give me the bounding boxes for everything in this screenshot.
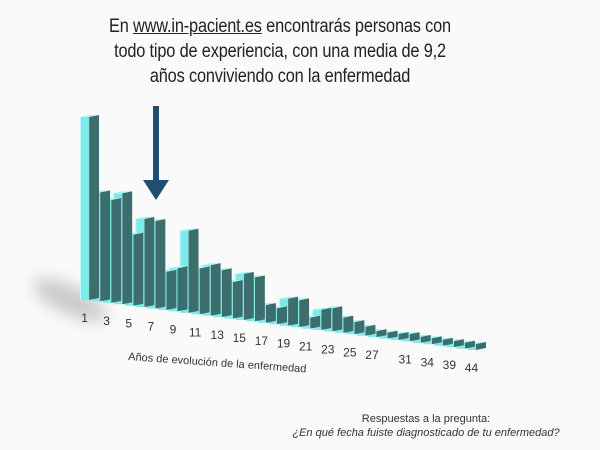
x-tick-label: 13: [211, 328, 225, 342]
bar-side: [221, 268, 232, 318]
footnote: Respuestas a la pregunta: ¿En qué fecha …: [266, 412, 586, 440]
x-tick-label: 31: [398, 352, 412, 366]
x-tick-label: 27: [365, 348, 379, 362]
x-tick-label: 34: [421, 355, 435, 369]
bar-side: [442, 337, 453, 346]
bar-top: [279, 296, 299, 299]
bar-side: [332, 306, 343, 332]
x-tick-label: 23: [321, 342, 335, 356]
bar-side: [111, 198, 122, 303]
x-tick-label: 1: [81, 311, 88, 325]
bar-side: [243, 271, 254, 320]
bar-side: [254, 275, 265, 322]
bar-side: [387, 330, 398, 339]
bar-side: [210, 263, 221, 316]
x-tick-label: 39: [443, 358, 457, 372]
bar-side: [155, 218, 166, 309]
bar-side: [453, 339, 464, 348]
bar-side: [409, 332, 420, 342]
headline-line-1: En www.in-pacient.es encontrarás persona…: [109, 16, 451, 37]
bar-side: [310, 315, 321, 329]
bar-top: [201, 263, 221, 266]
in-pacient-link[interactable]: www.in-pacient.es: [133, 16, 262, 37]
x-tick-labels: 1 3 5 7 9 11 13 15 17 19 21 23 25 27 31 34 39 44: [81, 311, 478, 375]
bar-side: [166, 269, 177, 310]
bar-front: [80, 117, 90, 300]
x-tick-label: 21: [299, 340, 313, 354]
bar-side: [321, 307, 332, 330]
x-tick-label: 11: [189, 325, 202, 339]
bar-side: [398, 332, 409, 340]
bar-side: [144, 216, 155, 308]
x-axis-title: Años de evolución de la enfermedad: [128, 351, 307, 375]
bar-side: [277, 306, 287, 325]
bar-side: [365, 324, 376, 336]
bar-top: [168, 266, 188, 269]
x-tick-label: 7: [148, 320, 155, 334]
bar-top: [312, 307, 332, 310]
arrow-shaft: [153, 106, 159, 182]
bar-side: [177, 266, 188, 312]
bar-top: [179, 228, 199, 231]
bar-side: [420, 334, 431, 343]
bar-side: [232, 280, 243, 319]
bar-side: [354, 320, 365, 335]
arrow-head: [143, 180, 169, 200]
bar-1: [80, 115, 100, 300]
bar-side: [199, 266, 210, 315]
bar-side: [288, 296, 299, 326]
bar-side: [343, 315, 354, 333]
bar-side: [89, 115, 100, 300]
bar-side: [265, 303, 276, 323]
footnote-label: Respuestas a la pregunta:: [361, 413, 491, 425]
bar-side: [431, 336, 442, 345]
bar-top: [234, 271, 254, 274]
bars: [80, 115, 486, 350]
headline: En www.in-pacient.es encontrarás persona…: [91, 14, 469, 89]
arrow-down-icon: [143, 106, 169, 200]
x-tick-label: 3: [103, 314, 110, 328]
bar-top: [80, 115, 100, 117]
chart-shadow: [33, 278, 107, 322]
bar-side: [133, 232, 144, 306]
bar-side: [376, 329, 387, 338]
bar-top: [135, 216, 155, 219]
bar-side: [122, 191, 133, 305]
bar-side: [100, 190, 111, 302]
bar-side: [464, 340, 475, 349]
bar-side: [299, 298, 310, 328]
bar-shadow: [33, 278, 107, 322]
x-tick-label: 19: [277, 337, 291, 351]
bar-top: [113, 191, 133, 194]
x-tick-label: 15: [233, 331, 247, 345]
x-tick-label: 9: [170, 322, 177, 336]
footnote-question: ¿En qué fecha fuiste diagnosticado de tu…: [292, 427, 560, 439]
bar-side: [476, 342, 486, 350]
headline-line-3: años conviviendo con la enfermedad: [149, 66, 411, 87]
x-tick-label: 17: [255, 334, 269, 348]
headline-line-2: todo tipo de experiencia, con una media …: [114, 41, 446, 62]
x-tick-label: 44: [465, 361, 479, 375]
x-tick-label: 25: [343, 345, 357, 359]
bar-side: [188, 228, 199, 313]
x-tick-label: 5: [125, 317, 132, 331]
